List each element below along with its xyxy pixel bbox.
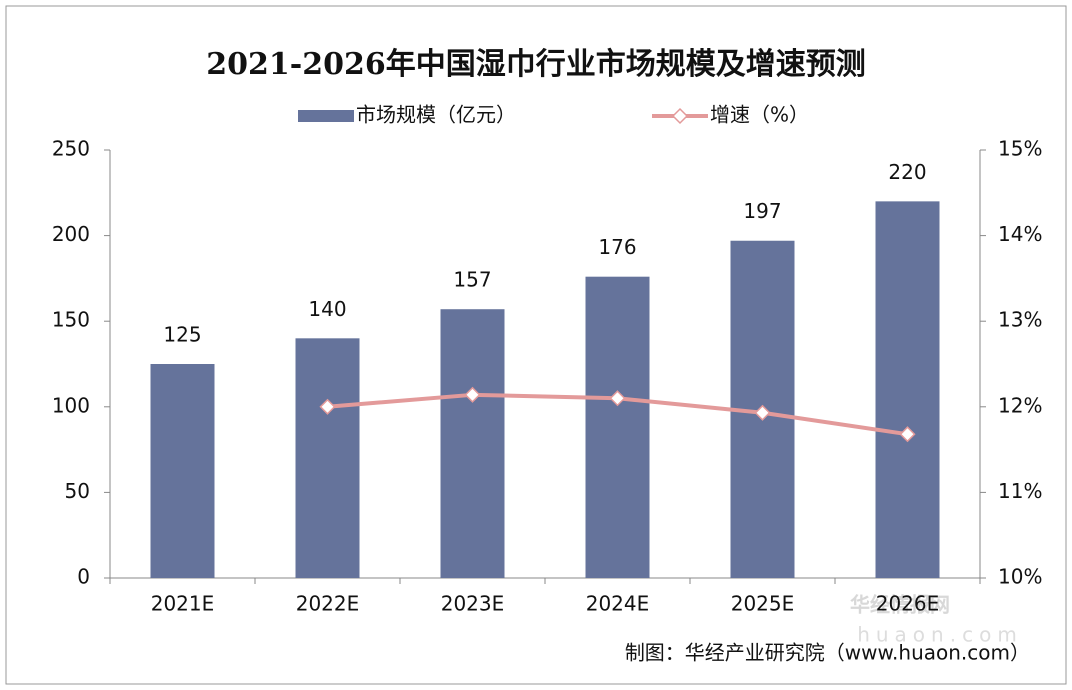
marker [319,398,336,415]
chart-title: 2021-2026年中国湿巾行业市场规模及增速预测 [206,47,865,82]
y-tick-label: 50 [65,479,90,503]
x-tick-label: 2021E [151,592,215,616]
y-tick-label: 200 [52,222,90,246]
y-tick-label: 250 [52,137,90,161]
data-label: 197 [743,199,781,223]
x-tick-label: 2026E [876,592,940,616]
data-label: 125 [163,323,201,347]
source: 制图：华经产业研究院（www.huaon.com） [625,641,1030,665]
marker [609,390,626,407]
x-tick-label: 2023E [441,592,505,616]
y2-tick-label: 15% [998,137,1042,161]
frame [5,5,1067,685]
y-tick-label: 0 [77,565,90,589]
bar [295,338,360,578]
y-tick-label: 100 [52,393,90,417]
y-tick-label: 150 [52,308,90,332]
legend-label: 市场规模（亿元） [356,103,516,127]
marker [754,404,771,421]
legend-marker [671,107,689,125]
x-tick-label: 2025E [731,592,795,616]
x-tick-label: 2024E [586,592,650,616]
y2-tick-label: 11% [998,479,1042,503]
bar [875,201,940,579]
marker [899,426,916,443]
x-tick-label: 2022E [296,592,360,616]
data-label: 140 [308,297,346,321]
data-label: 176 [598,235,636,259]
legend-swatch [298,110,354,122]
marker [464,386,481,403]
y2-tick-label: 12% [998,393,1042,417]
y2-tick-label: 14% [998,222,1042,246]
bar [440,309,505,578]
data-label: 220 [888,160,926,184]
data-label: 157 [453,268,491,292]
watermark-url: huaon.com [857,623,1023,647]
y2-tick-label: 10% [998,565,1042,589]
legend-label: 增速（%） [710,103,809,127]
bar [585,276,650,578]
y2-tick-label: 13% [998,308,1042,332]
bar [150,364,215,578]
watermark: 华经情报网 [850,593,950,617]
